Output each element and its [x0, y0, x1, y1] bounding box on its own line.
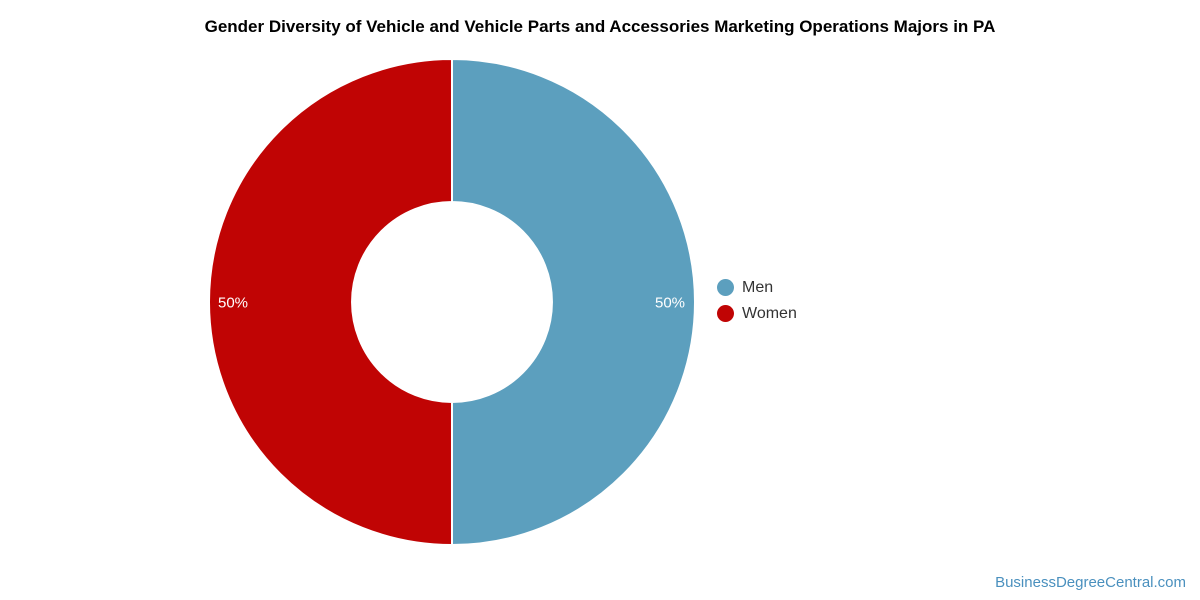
- donut-chart: [208, 58, 696, 546]
- legend-swatch-men-icon: [717, 279, 734, 296]
- chart-title: Gender Diversity of Vehicle and Vehicle …: [204, 17, 996, 36]
- legend-swatch-women-icon: [717, 305, 734, 322]
- legend-label-men: Men: [742, 278, 774, 296]
- watermark-link[interactable]: BusinessDegreeCentral.com: [995, 574, 1186, 591]
- legend-label-women: Women: [742, 304, 797, 322]
- pie-slice-men[interactable]: [451, 58, 696, 546]
- pie-slice-women[interactable]: [208, 58, 453, 546]
- legend: Men Women: [717, 279, 797, 322]
- legend-item-women[interactable]: Women: [717, 305, 797, 322]
- legend-item-men[interactable]: Men: [717, 279, 797, 296]
